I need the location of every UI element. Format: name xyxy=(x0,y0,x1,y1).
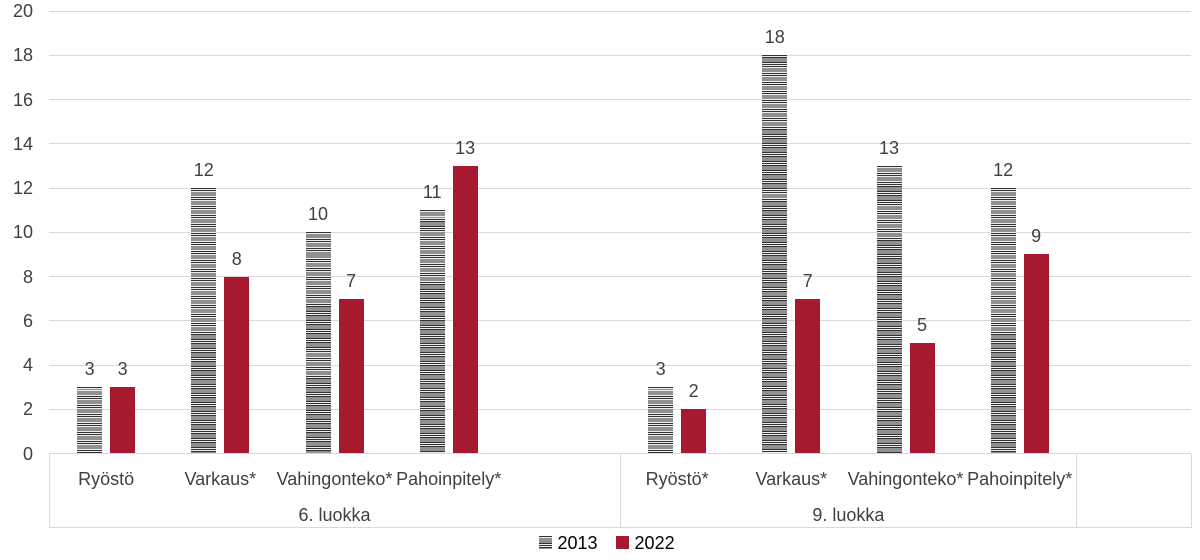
bar-value-label: 3 xyxy=(655,359,666,380)
bar-2022-Vahingonteko-2 xyxy=(909,342,935,454)
legend-label-2022: 2022 xyxy=(634,532,675,553)
bar-2013-Vahingonteko-1 xyxy=(305,232,331,454)
bar-value-label: 5 xyxy=(916,314,927,335)
bar-2013-Ryöstö-2 xyxy=(648,387,674,454)
category-separator-2 xyxy=(1076,453,1078,528)
gridline-18 xyxy=(49,54,1191,56)
bar-2013-Varkaus-1 xyxy=(191,188,217,454)
y-axis-tick-label-0: 0 xyxy=(22,443,33,464)
y-axis-tick-label-8: 8 xyxy=(22,266,33,287)
bar-value-label: 13 xyxy=(455,137,476,158)
category-label-Varkaus-1: Varkaus* xyxy=(184,468,257,489)
category-axis-bottom-border xyxy=(49,527,1191,528)
y-axis-tick-label-12: 12 xyxy=(12,178,33,198)
bar-value-label: 8 xyxy=(231,248,242,269)
gridline-4 xyxy=(49,364,1191,366)
y-axis-tick-label-4: 4 xyxy=(22,355,33,375)
gridline-12 xyxy=(49,187,1191,189)
gridline-14 xyxy=(49,143,1191,145)
group-label-9luokka: 9. luokka xyxy=(812,504,885,525)
gridline-20 xyxy=(49,10,1191,12)
bar-2022-Ryöstö-1 xyxy=(110,387,136,454)
y-axis-tick-label-6: 6 xyxy=(22,310,33,331)
gridline-16 xyxy=(49,99,1191,100)
category-label-Varkaus-2: Varkaus* xyxy=(755,468,828,489)
bar-value-label: 7 xyxy=(345,270,356,291)
gridline-6 xyxy=(49,320,1191,322)
bar-2013-Pahoinpitely-1 xyxy=(419,210,445,454)
bar-2022-Varkaus-1 xyxy=(224,276,250,454)
bar-value-label: 12 xyxy=(193,160,214,180)
bar-value-label: 13 xyxy=(878,137,900,158)
y-axis-tick-label-20: 20 xyxy=(12,1,33,21)
legend-item-2013: 2013 xyxy=(538,532,598,553)
y-axis-tick-label-16: 16 xyxy=(12,89,33,110)
bar-value-label: 3 xyxy=(84,359,95,380)
category-separator-1 xyxy=(619,453,621,528)
group-label-6luokka: 6. luokka xyxy=(298,504,371,525)
bar-2022-Pahoinpitely-2 xyxy=(1023,254,1049,454)
gridline-10 xyxy=(49,231,1191,233)
legend-swatch-2013-icon xyxy=(538,536,552,549)
y-axis-tick-label-14: 14 xyxy=(12,133,33,154)
category-label-Ryöstö-1: Ryöstö xyxy=(78,468,135,489)
bar-value-label: 9 xyxy=(1031,226,1042,247)
category-label-Ryöstö-2: Ryöstö* xyxy=(645,468,709,489)
bar-value-label: 2 xyxy=(688,381,699,402)
bar-2022-Varkaus-2 xyxy=(795,298,821,454)
bar-2013-Ryöstö-1 xyxy=(77,387,103,454)
bar-2013-Vahingonteko-2 xyxy=(876,165,902,454)
bar-2013-Varkaus-2 xyxy=(762,55,788,454)
y-axis-tick-label-10: 10 xyxy=(12,222,33,243)
chart-legend: 2013 2022 xyxy=(538,532,675,553)
legend-swatch-2022-icon xyxy=(615,536,629,549)
category-separator-0 xyxy=(48,453,50,528)
gridline-8 xyxy=(49,276,1191,277)
category-label-Vahingonteko-1: Vahingonteko* xyxy=(276,468,393,489)
y-axis-tick-label-2: 2 xyxy=(22,399,33,420)
bar-value-label: 10 xyxy=(307,204,329,225)
y-axis-tick-label-18: 18 xyxy=(12,45,33,66)
bar-2013-Pahoinpitely-2 xyxy=(990,188,1016,454)
bar-2022-Ryöstö-2 xyxy=(681,409,707,454)
bar-value-label: 11 xyxy=(422,182,442,203)
category-label-Pahoinpitely-2: Pahoinpitely* xyxy=(967,468,1073,489)
bar-value-label: 3 xyxy=(117,359,128,380)
bar-value-label: 7 xyxy=(802,270,813,291)
bar-value-label: 18 xyxy=(764,27,785,48)
category-separator-3 xyxy=(1190,453,1192,528)
legend-item-2022: 2022 xyxy=(615,532,675,553)
bar-2022-Pahoinpitely-1 xyxy=(452,165,478,454)
legend-label-2013: 2013 xyxy=(557,532,598,553)
bar-2022-Vahingonteko-1 xyxy=(338,298,364,454)
category-label-Pahoinpitely-1: Pahoinpitely* xyxy=(396,468,502,489)
gridline-2 xyxy=(49,408,1191,410)
category-label-Vahingonteko-2: Vahingonteko* xyxy=(847,468,964,489)
bar-value-label: 12 xyxy=(993,160,1014,180)
